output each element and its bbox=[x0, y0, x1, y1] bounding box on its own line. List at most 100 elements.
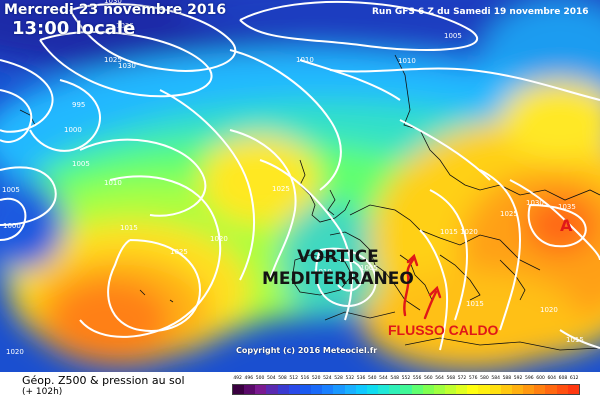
scale-label: 568 bbox=[446, 376, 456, 381]
scale-cell bbox=[433, 385, 445, 394]
scale-label: 612 bbox=[569, 376, 579, 381]
scale-label: 496 bbox=[244, 376, 254, 381]
forecast-offset: (+ 102h) bbox=[22, 387, 63, 397]
isobar-lines bbox=[0, 0, 600, 351]
isobar-label: 1000 bbox=[64, 126, 82, 134]
isobar-label: 1000 bbox=[3, 222, 21, 230]
isobar-label: 1030 bbox=[526, 199, 544, 207]
scale-label: 572 bbox=[457, 376, 467, 381]
isobar-label: 1005 bbox=[360, 264, 378, 272]
scale-cell bbox=[467, 385, 479, 394]
scale-label: 532 bbox=[345, 376, 355, 381]
scale-label: 604 bbox=[547, 376, 557, 381]
scale-cell bbox=[389, 385, 401, 394]
scale-label: 516 bbox=[300, 376, 310, 381]
scale-cell bbox=[244, 385, 256, 394]
scale-cell bbox=[523, 385, 535, 394]
isobar-label: 1020 bbox=[540, 306, 558, 314]
scale-label: 556 bbox=[412, 376, 422, 381]
scale-cell bbox=[478, 385, 490, 394]
scale-label: 536 bbox=[356, 376, 366, 381]
scale-cell bbox=[311, 385, 323, 394]
scale-cell bbox=[344, 385, 356, 394]
isobar-label: 1015 bbox=[440, 228, 458, 236]
scale-label: 560 bbox=[424, 376, 433, 381]
scale-cell bbox=[500, 385, 512, 394]
isobar-label: 1010 bbox=[296, 56, 314, 64]
scale-cell bbox=[233, 385, 245, 394]
scale-cell bbox=[288, 385, 300, 394]
scale-cell bbox=[556, 385, 568, 394]
isobar-label: 1020 bbox=[460, 228, 478, 236]
scale-cell bbox=[378, 385, 390, 394]
model-run-info: Run GFS 6 Z du Samedi 19 novembre 2016 bbox=[372, 7, 589, 17]
scale-label: 548 bbox=[390, 376, 399, 381]
scale-label: 552 bbox=[401, 376, 411, 381]
scale-label: 544 bbox=[379, 376, 388, 381]
vortex-annotation: VORTICE MEDITERRANEO bbox=[262, 246, 414, 290]
scale-cell bbox=[366, 385, 379, 394]
scale-cell bbox=[355, 385, 367, 394]
isobar-label: 1035 bbox=[116, 22, 134, 30]
scale-cell bbox=[422, 385, 434, 394]
geopotential-field bbox=[0, 0, 600, 372]
forecast-time: 13:00 locale bbox=[12, 18, 136, 39]
scale-cell bbox=[567, 385, 579, 394]
scale-cell bbox=[322, 385, 334, 394]
scale-label: 520 bbox=[311, 376, 321, 381]
scale-label: 588 bbox=[502, 376, 512, 381]
scale-label: 596 bbox=[525, 376, 534, 381]
isobar-label: 1005 bbox=[72, 160, 90, 168]
isobar-label: 1010 bbox=[314, 268, 332, 276]
weather-map: 1030 1035 1030 1025 995 1000 1005 1005 1… bbox=[0, 0, 600, 372]
coastlines bbox=[19, 54, 600, 351]
scale-label: 524 bbox=[323, 376, 332, 381]
isobar-label: 1030 bbox=[118, 62, 136, 70]
scale-cell bbox=[411, 385, 423, 394]
isobar-label: 1015 bbox=[466, 300, 484, 308]
scale-cell bbox=[255, 385, 267, 394]
scale-cell bbox=[511, 385, 524, 394]
scale-label: 600 bbox=[536, 376, 545, 381]
isobar-label: 1005 bbox=[2, 186, 20, 194]
scale-label: 528 bbox=[334, 376, 343, 381]
scale-label: 584 bbox=[491, 376, 500, 381]
scale-label: 576 bbox=[468, 376, 478, 381]
scale-label: 492 bbox=[233, 376, 242, 381]
scale-cell bbox=[333, 385, 345, 394]
scale-cell bbox=[400, 385, 412, 394]
scale-label: 504 bbox=[266, 376, 276, 381]
isobar-label: 1025 bbox=[500, 210, 518, 218]
isobar-label: 1015 bbox=[120, 224, 138, 232]
scale-label: 500 bbox=[255, 376, 265, 381]
scale-cell bbox=[444, 385, 457, 394]
scale-cell bbox=[545, 385, 557, 394]
scale-cell bbox=[534, 385, 546, 394]
isobar-label: 1025 bbox=[272, 185, 290, 193]
scale-label: 592 bbox=[513, 376, 523, 381]
color-scale: 492 496 500 504 508 512 516 520 524 528 532 536 540 5… bbox=[232, 374, 580, 396]
scale-label: 512 bbox=[289, 376, 298, 381]
isobar-label: 1025 bbox=[104, 56, 122, 64]
scale-cell bbox=[456, 385, 468, 394]
scale-cell bbox=[299, 385, 312, 394]
forecast-date: Mercredi 23 novembre 2016 bbox=[4, 2, 227, 18]
scale-label: 508 bbox=[278, 376, 287, 381]
copyright-text: Copyright (c) 2016 Meteociel.fr bbox=[236, 346, 378, 355]
isobar-label: 1005 bbox=[444, 32, 462, 40]
vortex-annotation-line2: MEDITERRANEO bbox=[262, 269, 414, 289]
isobar-label: 1035 bbox=[558, 203, 576, 211]
warm-flow-annotation: FLUSSO CALDO bbox=[388, 322, 499, 338]
high-pressure-marker: A bbox=[560, 216, 573, 235]
scale-label: 564 bbox=[435, 376, 444, 381]
scale-label: 540 bbox=[367, 376, 377, 381]
chart-caption: Géop. Z500 & pression au sol bbox=[22, 374, 185, 387]
color-scale-cells bbox=[232, 384, 580, 395]
isobar-label: 1025 bbox=[170, 248, 188, 256]
isobar-label: 995 bbox=[72, 101, 86, 109]
warm-flow-arrows bbox=[403, 253, 442, 320]
isobar-label: 1020 bbox=[6, 348, 24, 356]
scale-cell bbox=[489, 385, 501, 394]
isobar-label: 1015 bbox=[566, 336, 584, 344]
isobar-label: 1030 bbox=[104, 0, 122, 5]
